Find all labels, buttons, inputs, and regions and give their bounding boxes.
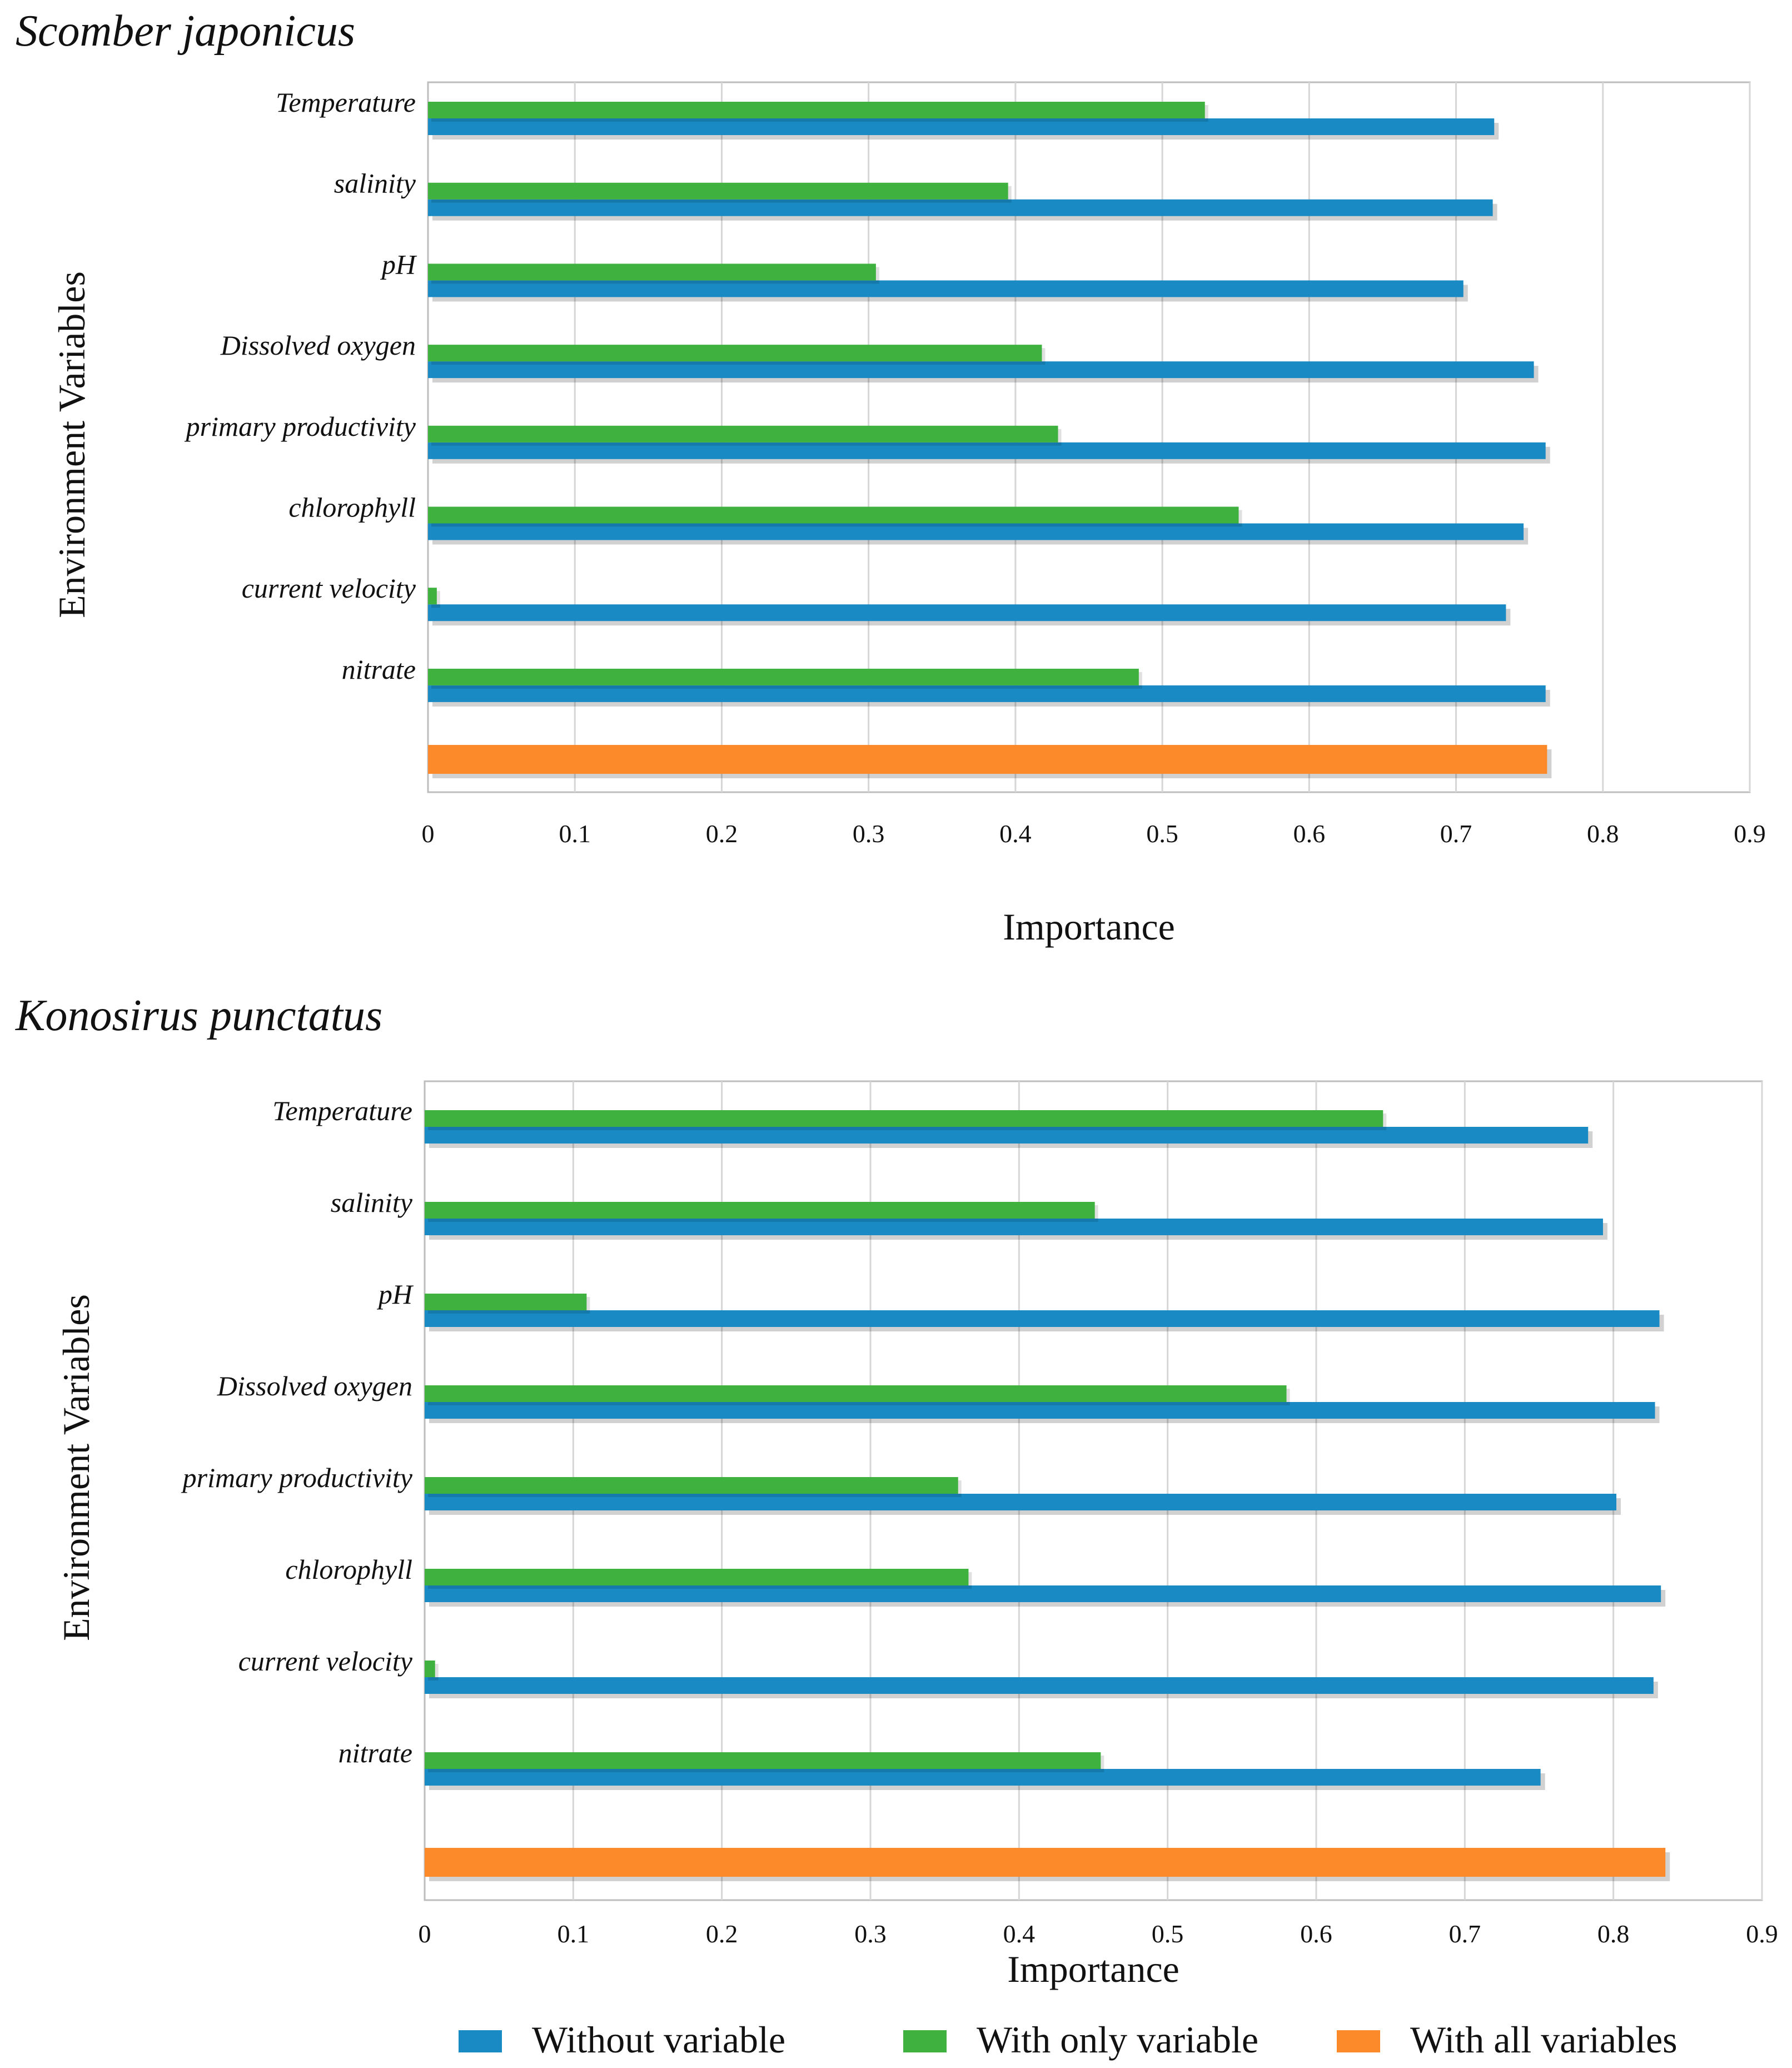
- x-tick-label: 0.6: [1293, 819, 1326, 848]
- x-tick-label: 0.6: [1300, 1920, 1332, 1948]
- x-tick-label: 0.7: [1449, 1920, 1481, 1948]
- category-label: pH: [377, 1279, 414, 1310]
- bar-without-variable-nitrate: [428, 685, 1546, 702]
- chart-title: Konosirus punctatus: [15, 991, 382, 1040]
- legend-swatch-without-variable: [459, 2030, 502, 2052]
- x-tick-label: 0.9: [1734, 819, 1766, 848]
- x-tick-label: 0: [419, 1920, 431, 1948]
- bar-without-variable-current-velocity: [428, 604, 1506, 622]
- category-label: pH: [380, 248, 417, 280]
- legend-label-with-all-variables: With all variables: [1410, 2019, 1677, 2061]
- legend-label-with-only-variable: With only variable: [977, 2019, 1258, 2061]
- bar-with-only-variable-primary-productivity: [428, 425, 1058, 443]
- chart-scomber-japonicus: Scomber japonicus 0 0.1 0.2 0.3 0.4 0.5 0.6 0.7 0…: [16, 7, 1766, 948]
- bar-without-variable-primary-productivity: [425, 1494, 1617, 1510]
- bar-without-variable-primary-productivity: [428, 442, 1546, 459]
- bar-without-variable-nitrate: [425, 1769, 1541, 1786]
- x-tick-label: 0.8: [1597, 1920, 1630, 1948]
- legend-label-without-variable: Without variable: [532, 2019, 785, 2061]
- bar-without-variable-ph: [425, 1310, 1660, 1327]
- bar-without-variable-temperature: [428, 118, 1495, 135]
- x-tick-label: 0.9: [1746, 1920, 1778, 1948]
- y-axis-title: Environment Variables: [55, 1294, 97, 1641]
- x-tick-label: 0.4: [999, 819, 1032, 848]
- x-tick-label: 0.8: [1587, 819, 1619, 848]
- bar-without-variable-temperature: [425, 1127, 1589, 1144]
- bar-without-variable-ph: [428, 280, 1464, 297]
- x-axis-title: Importance: [1007, 1948, 1179, 1990]
- bar-with-only-variable-ph: [425, 1294, 587, 1310]
- x-tick-label: 0.5: [1152, 1920, 1184, 1948]
- chart-konosirus-punctatus: Konosirus punctatus 0 0.1 0.2 0.3 0.4 0.5 0.6 0.…: [15, 991, 1778, 1990]
- bar-with-only-variable-chlorophyll: [425, 1569, 969, 1585]
- category-label: chlorophyll: [285, 1554, 412, 1585]
- bar-with-only-variable-salinity: [425, 1202, 1095, 1219]
- category-label: primary productivity: [185, 411, 416, 442]
- x-tick-label: 0.3: [854, 1920, 887, 1948]
- x-tick-label: 0.1: [557, 1920, 590, 1948]
- bar-without-variable-dissolved-oxygen: [428, 361, 1534, 379]
- legend-swatch-with-only-variable: [903, 2030, 947, 2052]
- bar-with-only-variable-ph: [428, 264, 876, 281]
- x-tick-label: 0.7: [1440, 819, 1472, 848]
- category-label: salinity: [334, 168, 416, 199]
- x-tick-label: 0.4: [1003, 1920, 1036, 1948]
- bar-with-only-variable-dissolved-oxygen: [428, 345, 1042, 362]
- x-tick-label: 0.1: [559, 819, 591, 848]
- bar-with-only-variable-chlorophyll: [428, 506, 1239, 524]
- bar-with-only-variable-temperature: [428, 102, 1205, 118]
- x-tick-label: 0.5: [1146, 819, 1178, 848]
- bar-with-only-variable-primary-productivity: [425, 1477, 958, 1494]
- bar-with-only-variable-dissolved-oxygen: [425, 1385, 1287, 1402]
- bar-without-variable-salinity: [425, 1219, 1603, 1235]
- bar-with-only-variable-salinity: [428, 182, 1008, 200]
- category-label: primary productivity: [181, 1462, 413, 1493]
- bar-without-variable-chlorophyll: [428, 523, 1524, 540]
- bar-with-only-variable-current-velocity: [425, 1661, 435, 1677]
- x-tick-label: 0.3: [853, 819, 885, 848]
- bar-with-only-variable-nitrate: [425, 1752, 1101, 1769]
- category-label: Temperature: [276, 87, 416, 118]
- category-label: nitrate: [342, 654, 416, 685]
- x-axis-title: Importance: [1003, 906, 1175, 948]
- category-label: Dissolved oxygen: [217, 1370, 412, 1401]
- bar-with-only-variable-current-velocity: [428, 588, 437, 605]
- x-tick-label: 0: [422, 819, 435, 848]
- category-label: chlorophyll: [288, 492, 416, 523]
- x-tick-label: 0.2: [706, 819, 738, 848]
- bar-without-variable-chlorophyll: [425, 1585, 1661, 1602]
- bar-without-variable-dissolved-oxygen: [425, 1402, 1655, 1419]
- category-label: current velocity: [242, 573, 416, 604]
- legend: Without variable With only variable With a…: [459, 2019, 1677, 2061]
- legend-swatch-with-all-variables: [1337, 2030, 1380, 2052]
- bar-with-only-variable-temperature: [425, 1110, 1383, 1127]
- category-label: current velocity: [238, 1646, 413, 1677]
- category-label: Temperature: [272, 1095, 412, 1126]
- bar-without-variable-salinity: [428, 199, 1493, 216]
- category-label: Dissolved oxygen: [220, 330, 416, 361]
- bar-with-all-variables: [428, 745, 1547, 774]
- x-tick-label: 0.2: [706, 1920, 738, 1948]
- bar-with-all-variables: [425, 1848, 1666, 1877]
- category-label: nitrate: [339, 1737, 412, 1768]
- bar-without-variable-current-velocity: [425, 1677, 1654, 1694]
- chart-title: Scomber japonicus: [16, 7, 355, 56]
- y-axis-title: Environment Variables: [51, 271, 93, 618]
- bar-with-only-variable-nitrate: [428, 668, 1139, 685]
- category-label: salinity: [331, 1187, 413, 1218]
